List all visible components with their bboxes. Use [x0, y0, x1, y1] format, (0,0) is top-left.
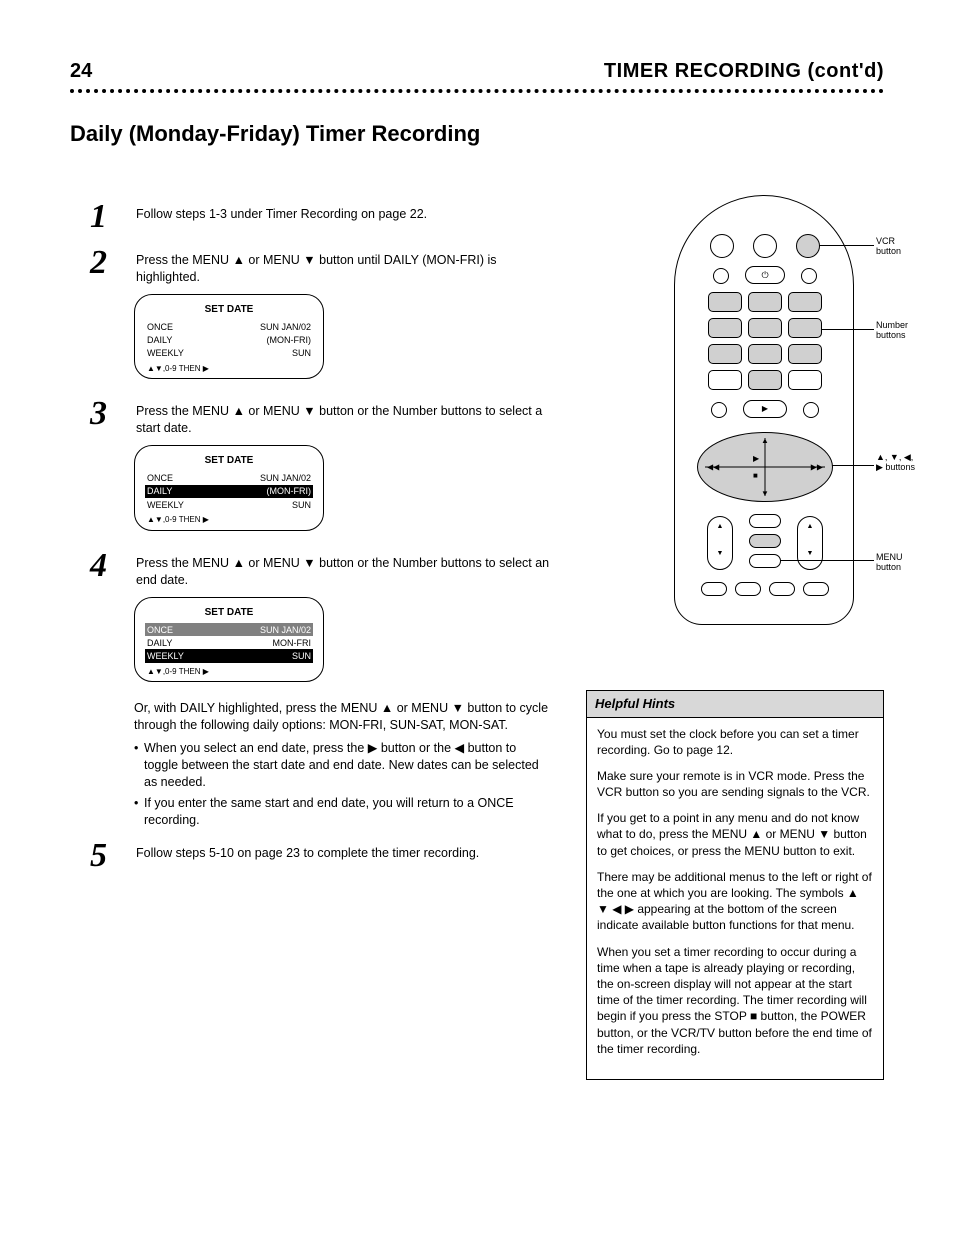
bullet-dot-icon: • [134, 740, 144, 791]
remote-label-arrows: ▲, ▼, ◀, ▶ buttons [876, 453, 922, 473]
menu-footer: ▲▼,0-9 THEN ▶ [145, 515, 313, 526]
number-button-icon [788, 318, 822, 338]
step-number: 4 [90, 549, 136, 585]
down-triangle-icon: ▼ [303, 555, 315, 572]
hint-paragraph: When you set a timer recording to occur … [597, 944, 873, 1057]
dotted-rule [70, 89, 884, 93]
step-4: 4 Press the MENU ▲ or MENU ▼ button or t… [90, 549, 550, 829]
up-triangle-icon: ▲ [233, 252, 245, 269]
menu-footer: ▲▼,0-9 THEN ▶ [145, 364, 313, 375]
down-triangle-icon: ▼ [303, 252, 315, 269]
section-subtitle: Daily (Monday-Friday) Timer Recording [70, 121, 884, 147]
step-text: Press the MENU ▲ or MENU ▼ button or the… [136, 549, 550, 589]
osd-menu-box: SET DATE ONCESUN JAN/02 DAILYMON-FRI WEE… [134, 597, 324, 683]
remote-label-vcr: VCR button [876, 237, 922, 257]
step-text: Follow steps 5-10 on page 23 to complete… [136, 839, 479, 862]
helpful-hints-box: Helpful Hints You must set the clock bef… [586, 690, 884, 1080]
menu-title: SET DATE [145, 606, 313, 620]
osd-menu-box: SET DATE ONCESUN JAN/02 DAILY(MON-FRI) W… [134, 445, 324, 531]
hints-body: You must set the clock before you can se… [587, 718, 883, 1079]
number-button-icon [708, 344, 742, 364]
remote-label-menu: MENU button [876, 553, 922, 573]
step-2: 2 Press the MENU ▲ or MENU ▼ button unti… [90, 246, 550, 379]
number-button-icon [788, 292, 822, 312]
bullet-item: • When you select an end date, press the… [134, 740, 550, 791]
menu-button-icon [749, 534, 781, 548]
menu-title: SET DATE [145, 303, 313, 317]
number-button-icon [748, 344, 782, 364]
hint-paragraph: Make sure your remote is in VCR mode. Pr… [597, 768, 873, 800]
number-button-icon [748, 292, 782, 312]
bullet-dot-icon: • [134, 795, 144, 829]
number-button-icon [748, 318, 782, 338]
menu-title: SET DATE [145, 454, 313, 468]
step-number: 1 [90, 200, 136, 236]
number-button-icon [708, 292, 742, 312]
up-triangle-icon: ▲ [233, 555, 245, 572]
remote-illustration: ⏻ ▶ ▲ ▼ ◀◀ ▶▶ [674, 195, 884, 625]
hint-paragraph: You must set the clock before you can se… [597, 726, 873, 758]
step-number: 3 [90, 397, 136, 433]
step-text: Follow steps 1-3 under Timer Recording o… [136, 200, 427, 223]
osd-menu-box: SET DATE ONCESUN JAN/02 DAILY(MON-FRI) W… [134, 294, 324, 380]
hint-paragraph: If you get to a point in any menu and do… [597, 810, 873, 859]
remote-label-numbers: Number buttons [876, 321, 922, 341]
hint-paragraph: There may be additional menus to the lef… [597, 869, 873, 934]
page-number: 24 [70, 60, 92, 83]
step-text: Press the MENU ▲ or MENU ▼ button until … [136, 246, 550, 286]
page-title: TIMER RECORDING (cont'd) [604, 60, 884, 83]
step-5: 5 Follow steps 5-10 on page 23 to comple… [90, 839, 550, 875]
steps-column: 1 Follow steps 1-3 under Timer Recording… [90, 200, 550, 885]
step-1: 1 Follow steps 1-3 under Timer Recording… [90, 200, 550, 236]
step-3: 3 Press the MENU ▲ or MENU ▼ button or t… [90, 397, 550, 530]
or-paragraph: Or, with DAILY highlighted, press the ME… [134, 700, 550, 734]
number-button-icon [788, 344, 822, 364]
number-button-icon [748, 370, 782, 390]
hints-title: Helpful Hints [587, 691, 883, 718]
power-button-icon: ⏻ [745, 266, 785, 284]
up-triangle-icon: ▲ [233, 403, 245, 420]
page-header: 24 TIMER RECORDING (cont'd) [70, 60, 884, 83]
down-triangle-icon: ▼ [303, 403, 315, 420]
number-button-icon [708, 318, 742, 338]
step-number: 2 [90, 246, 136, 282]
step-number: 5 [90, 839, 136, 875]
vcr-button-icon [796, 234, 820, 258]
step-text: Press the MENU ▲ or MENU ▼ button or the… [136, 397, 550, 437]
bullet-item: • If you enter the same start and end da… [134, 795, 550, 829]
menu-footer: ▲▼,0-9 THEN ▶ [145, 667, 313, 678]
